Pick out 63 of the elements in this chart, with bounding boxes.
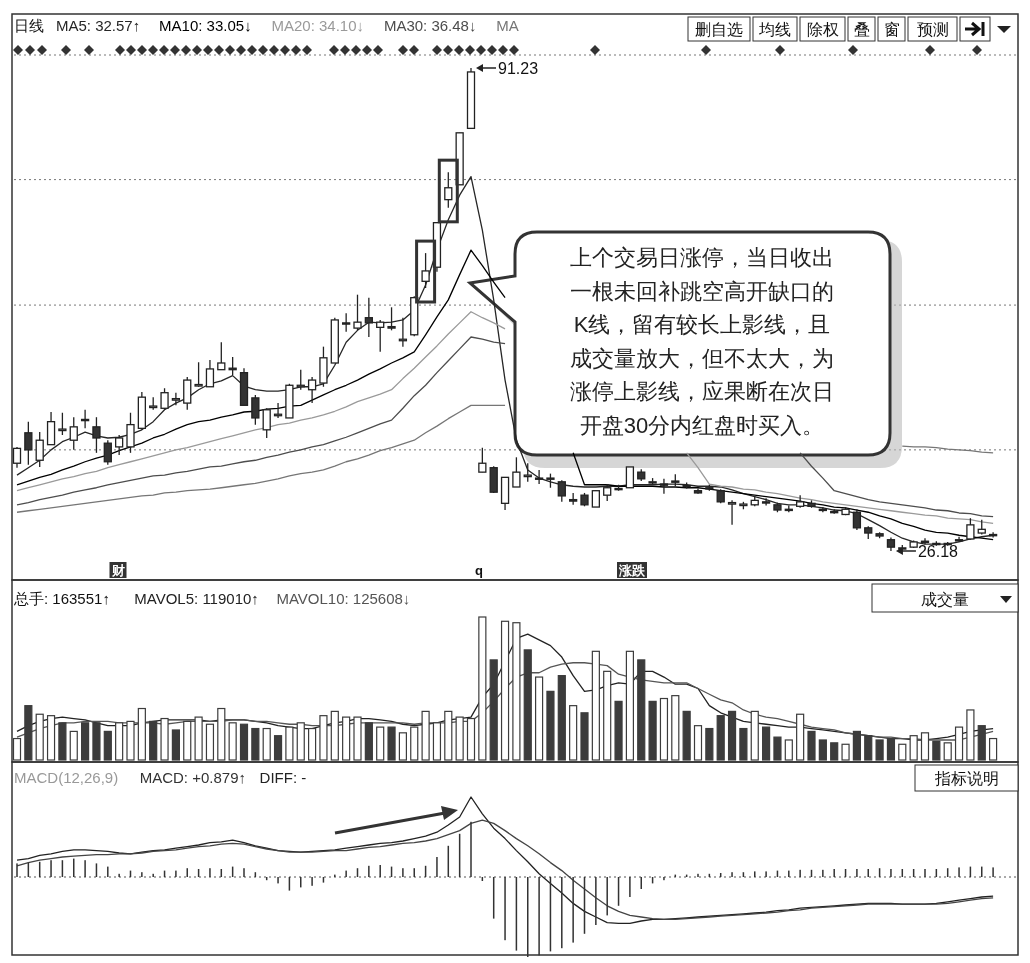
text: MAVOL10: 125608↓: [276, 590, 411, 607]
candlestick: [512, 456, 521, 488]
candlestick: [115, 434, 124, 456]
text: MA20: 34.10↓: [271, 17, 365, 34]
candlestick: [387, 306, 396, 331]
candlestick: [761, 497, 771, 507]
text: 预测: [916, 21, 949, 38]
text: MA5: 32.57↑: [56, 17, 141, 34]
text: 财: [110, 563, 125, 578]
annotation: 上个交易日涨停，当日收出一根未回补跳空高开缺口的K线，留有较长上影线，且成交量放大，但不太大，为涨停上影线，应果断在次日开盘30分内红盘时买入。: [570, 245, 834, 438]
text: MA10: 33.05↓: [159, 17, 252, 34]
candlestick: [659, 478, 669, 495]
candlestick: [69, 416, 78, 451]
chart-title: 日线: [14, 17, 44, 34]
candlestick: [171, 392, 181, 406]
candlestick: [262, 407, 271, 439]
candlestick: [160, 387, 169, 411]
text: MAVOL5: 119010↑: [134, 590, 259, 607]
text: 指标说明: [933, 770, 999, 787]
text: MACD: +0.879↑: [139, 769, 246, 786]
candlestick: [307, 376, 317, 404]
candlestick: [966, 517, 975, 541]
text: 窗: [883, 21, 900, 38]
text: 除权: [806, 21, 839, 38]
chart-title: MACD(12,26,9): [14, 769, 119, 786]
text: 涨跌: [618, 563, 646, 578]
candlestick: [557, 479, 566, 503]
candlestick: [353, 294, 362, 331]
text: 均线: [758, 21, 791, 38]
candlestick: [35, 431, 44, 468]
text: 删自选: [695, 21, 743, 38]
candlestick: [852, 508, 862, 531]
candlestick: [364, 297, 373, 338]
annotation: 91.23: [498, 60, 539, 77]
annotation: 26.18: [917, 543, 959, 560]
candlestick: [205, 359, 215, 388]
candlestick: [46, 411, 56, 446]
candlestick: [217, 341, 226, 371]
candlestick: [421, 252, 430, 289]
candlestick: [103, 439, 112, 466]
candlestick: [24, 421, 33, 466]
candlestick: [92, 416, 101, 454]
candlestick: [376, 319, 385, 353]
candlestick: [126, 412, 135, 454]
candlestick: [523, 462, 532, 483]
candlestick: [625, 466, 635, 489]
candlestick: [183, 376, 192, 411]
candlestick: [342, 312, 351, 333]
text: q: [475, 563, 484, 578]
text: 叠: [853, 21, 870, 38]
candlestick: [12, 446, 22, 469]
candlestick: [58, 412, 67, 436]
candlestick: [534, 469, 544, 485]
candlestick: [444, 171, 453, 209]
candlestick: [727, 499, 737, 526]
candlestick: [194, 361, 203, 388]
text: MA: [496, 17, 519, 34]
text: DIFF: -: [259, 769, 307, 786]
chart-title: 总手: 163551↑: [13, 590, 110, 607]
candlestick: [251, 394, 260, 426]
text: MA30: 36.48↓: [383, 17, 477, 34]
text: 成交量: [921, 591, 969, 608]
candlestick: [478, 446, 487, 473]
